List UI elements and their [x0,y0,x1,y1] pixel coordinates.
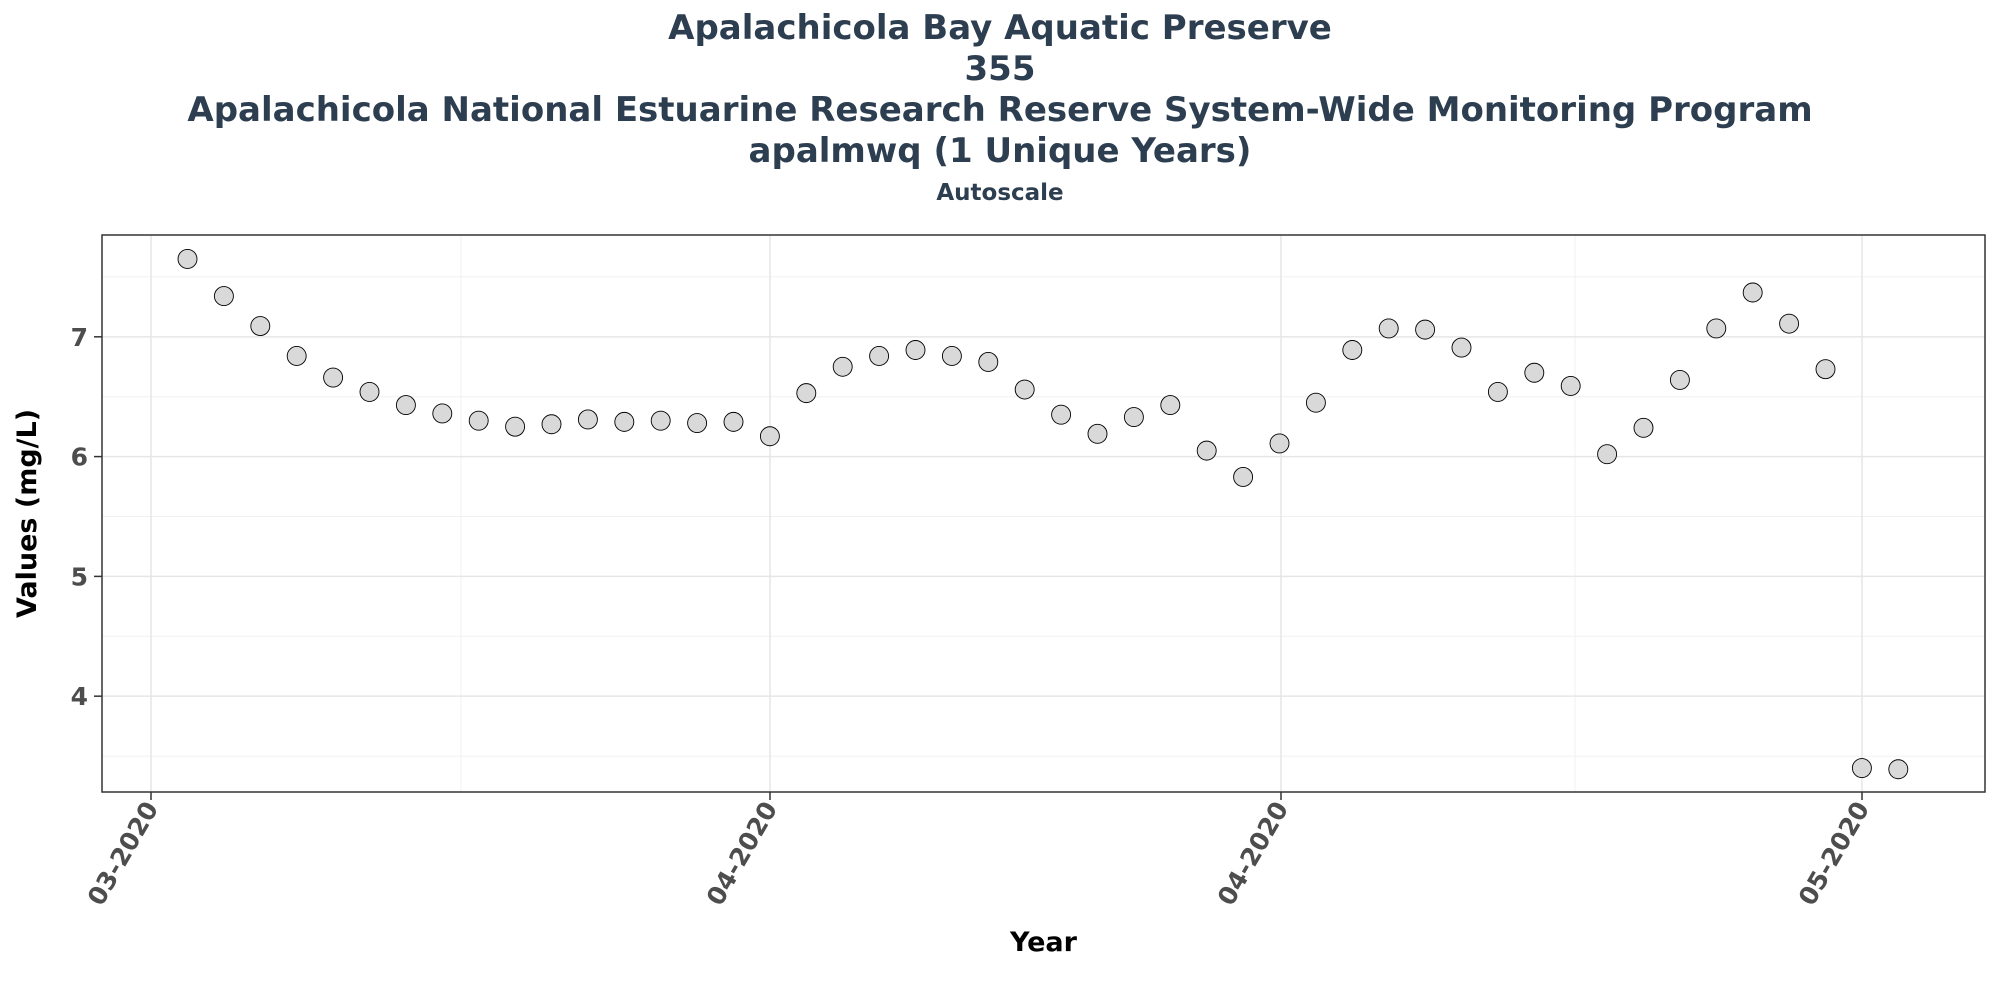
data-point [1888,759,1909,780]
data-point [1123,407,1144,428]
data-point [1669,369,1690,390]
data-point [941,346,962,366]
data-point [213,286,234,307]
chart-title-line-2: 355 [964,49,1036,89]
data-point [177,249,198,269]
data-point [1597,444,1618,465]
data-point [1451,337,1472,358]
data-point [1342,340,1363,360]
data-point [614,411,635,432]
data-point [1633,417,1654,438]
data-point [1378,318,1399,339]
data-point [1233,467,1254,487]
data-point [796,383,817,404]
data-point [723,411,744,432]
data-point [1779,313,1800,334]
data-point [1560,375,1581,396]
data-point [1160,395,1181,416]
data-point [759,426,780,447]
data-point [1851,758,1872,778]
data-point [1487,381,1508,402]
data-point [1415,319,1436,340]
x-axis-title: Year [1009,927,1078,958]
data-point [832,356,853,377]
x-tick-label: 05-2020 [1793,797,1875,911]
data-point [1706,318,1727,339]
data-point [286,346,307,366]
data-point [577,409,598,430]
data-point [541,414,562,435]
data-point [1087,423,1108,444]
data-point [323,367,344,388]
data-point [1269,433,1290,454]
data-point [687,413,708,434]
data-point [250,316,271,336]
data-point [359,381,380,402]
data-point [505,416,526,437]
chart-title-line-1: Apalachicola Bay Aquatic Preserve [668,8,1332,48]
chart-title-line-4: apalmwq (1 Unique Years) [748,131,1252,171]
y-tick-label: 6 [71,443,88,472]
data-point [1524,362,1545,383]
x-tick-label: 04-2020 [701,797,783,911]
chart-subtitle: Autoscale [936,180,1064,206]
x-tick-label: 04-2020 [1212,797,1294,911]
data-point [1305,392,1326,413]
y-axis-title: Values (mg/L) [12,409,43,618]
data-point [1051,404,1072,425]
data-point [650,410,671,431]
data-point [468,410,489,431]
y-tick-label: 5 [71,562,88,591]
x-tick-label: 03-2020 [82,797,164,911]
data-point [1815,359,1836,380]
data-point [1014,379,1035,400]
data-point [869,346,890,366]
data-point [905,340,926,360]
data-point [978,352,999,372]
plot-panel-border [101,234,1986,793]
y-tick-label: 4 [71,682,88,711]
data-point [395,395,416,416]
data-point [1196,440,1217,461]
data-point [432,403,453,424]
data-point [1742,282,1763,303]
chart-titles: Apalachicola Bay Aquatic Preserve 355 Ap… [0,8,2000,208]
y-tick-label: 7 [71,323,88,352]
chart-title-line-3: Apalachicola National Estuarine Research… [187,90,1813,130]
